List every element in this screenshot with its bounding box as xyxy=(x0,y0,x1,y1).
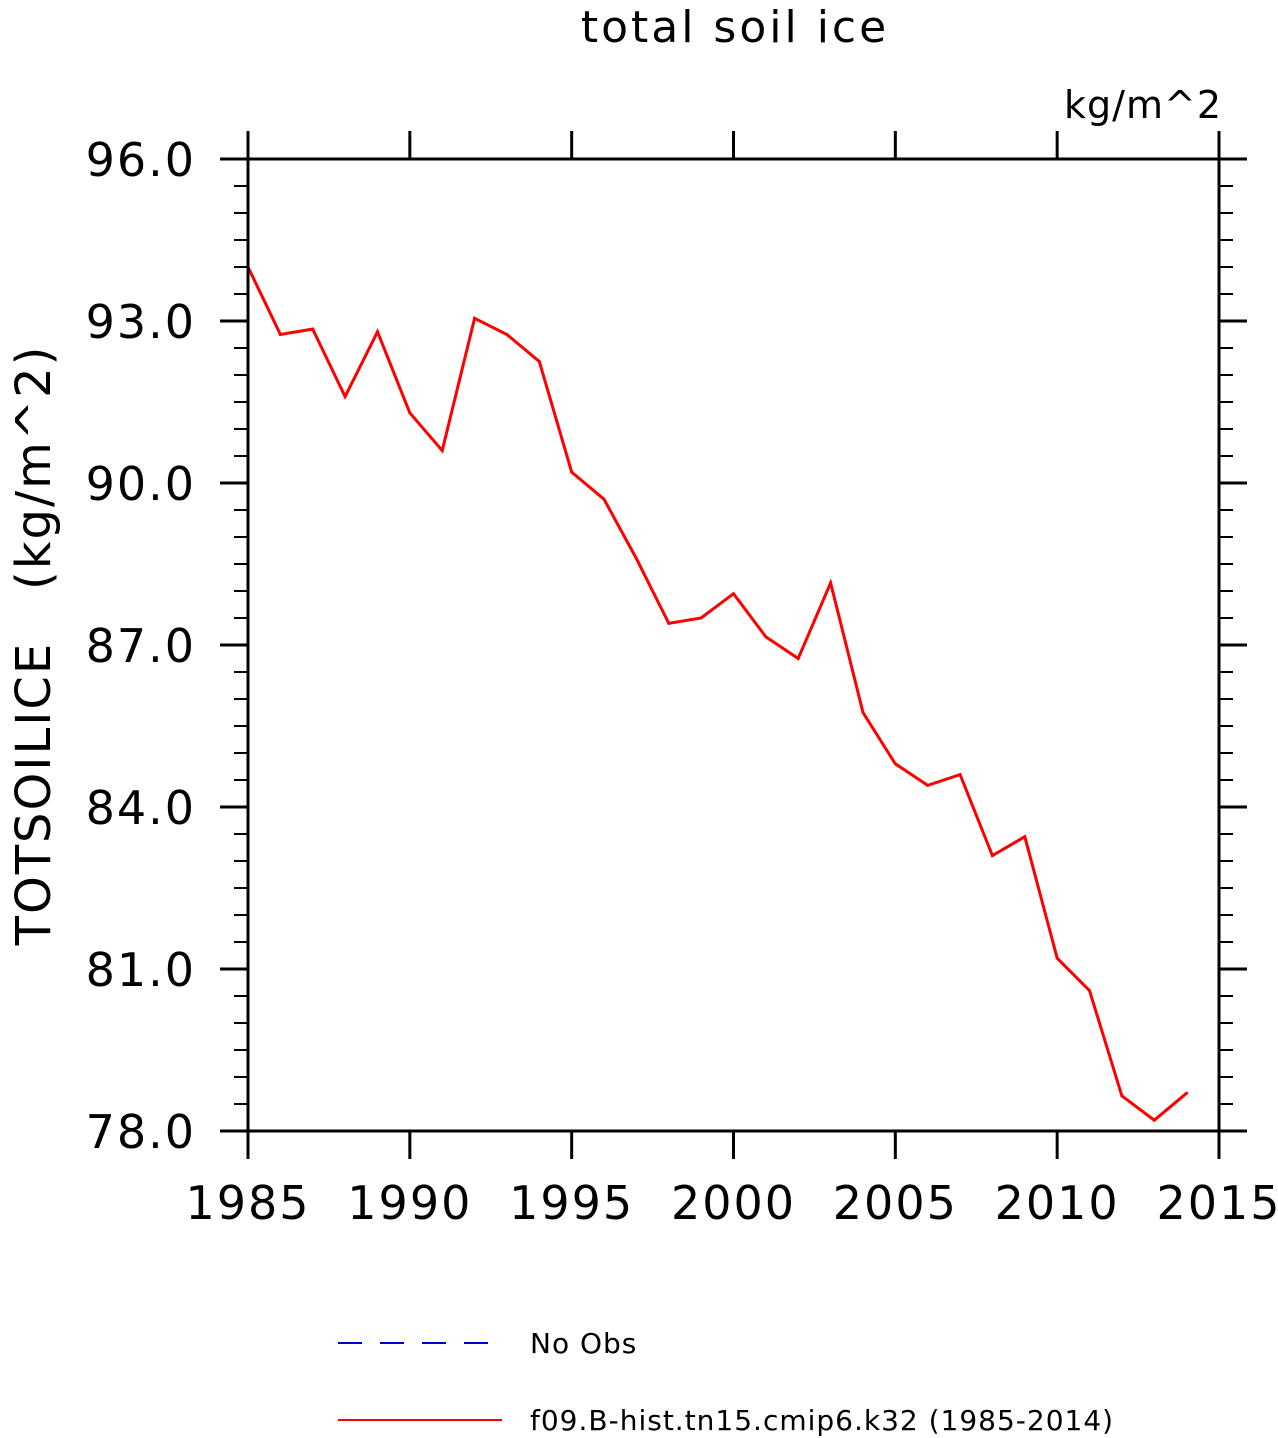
data-point xyxy=(311,327,315,331)
data-point xyxy=(796,657,800,660)
legend: No Obs f09.B-hist.tn15.cmip6.k32 (1985-20… xyxy=(338,1327,1114,1437)
x-tick-label: 2010 xyxy=(995,1176,1120,1230)
data-point xyxy=(958,773,962,777)
y-tick-label: 87.0 xyxy=(86,619,196,673)
data-point xyxy=(343,395,347,399)
y-tick-label: 90.0 xyxy=(86,457,196,511)
data-point xyxy=(537,360,541,363)
data-point xyxy=(634,557,638,561)
data-point xyxy=(440,449,444,453)
data-point xyxy=(375,330,379,334)
data-point xyxy=(1055,956,1059,960)
data-point xyxy=(764,635,768,639)
data-point xyxy=(1023,835,1027,839)
y-axis-label: TOTSOILICE (kg/m^2) xyxy=(6,345,62,947)
data-point xyxy=(1088,989,1092,993)
data-point xyxy=(699,616,703,620)
data-point xyxy=(829,581,833,585)
data-point xyxy=(732,592,735,596)
series-layer xyxy=(246,265,1189,1123)
data-point xyxy=(505,333,509,336)
y-tick-label: 81.0 xyxy=(86,943,196,997)
legend-label: No Obs xyxy=(530,1327,637,1360)
data-point xyxy=(602,497,606,501)
data-point xyxy=(1120,1094,1124,1098)
chart-title: total soil ice xyxy=(581,2,889,53)
data-point xyxy=(926,783,930,787)
x-tick-label: 1995 xyxy=(509,1176,634,1230)
y-tick-label: 93.0 xyxy=(86,295,196,349)
data-point xyxy=(893,762,897,766)
data-point xyxy=(861,711,865,714)
series-line-1 xyxy=(246,266,1188,1123)
y-tick-label: 84.0 xyxy=(86,781,196,835)
y-tick-label: 96.0 xyxy=(86,133,196,187)
y-tick-label: 78.0 xyxy=(86,1105,196,1159)
data-point xyxy=(1185,1091,1189,1095)
data-point xyxy=(408,411,412,415)
x-tick-label: 2015 xyxy=(1156,1176,1278,1230)
data-point xyxy=(570,470,574,474)
plot-frame xyxy=(246,157,1221,1133)
data-point xyxy=(278,333,282,336)
x-tick-label: 1985 xyxy=(185,1176,310,1230)
legend-label: f09.B-hist.tn15.cmip6.k32 (1985-2014) xyxy=(530,1404,1114,1437)
data-point xyxy=(990,854,994,858)
x-tick-label: 2005 xyxy=(833,1176,958,1230)
units-label: kg/m^2 xyxy=(1064,83,1222,127)
data-point xyxy=(473,316,477,320)
tick-labels: 1985 1990 1995 2000 2005 2010 2015 78.0 81.0 84.0… xyxy=(86,133,1278,1230)
data-point xyxy=(1152,1118,1156,1122)
data-point xyxy=(667,621,671,625)
x-tick-label: 1990 xyxy=(347,1176,472,1230)
axis-ticks xyxy=(220,131,1247,1159)
x-tick-label: 2000 xyxy=(671,1176,796,1230)
